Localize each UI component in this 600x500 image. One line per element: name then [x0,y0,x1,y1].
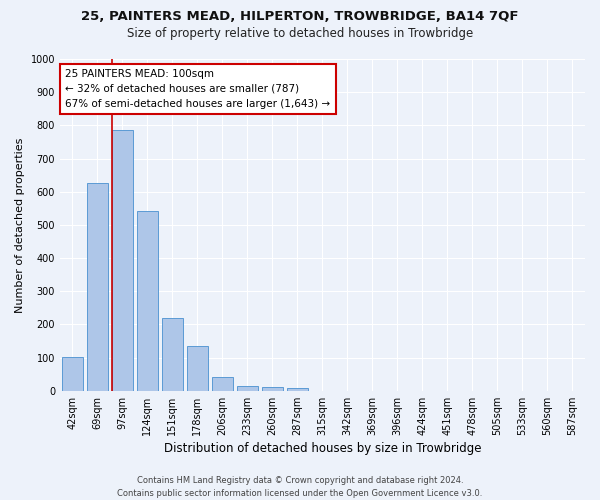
Bar [187,346,208,391]
X-axis label: Distribution of detached houses by size in Trowbridge: Distribution of detached houses by size … [164,442,481,455]
Bar [212,376,233,391]
Bar [137,212,158,391]
Bar [162,318,183,391]
Text: 25, PAINTERS MEAD, HILPERTON, TROWBRIDGE, BA14 7QF: 25, PAINTERS MEAD, HILPERTON, TROWBRIDGE… [81,10,519,23]
Bar [112,130,133,391]
Text: Size of property relative to detached houses in Trowbridge: Size of property relative to detached ho… [127,28,473,40]
Bar [237,386,258,391]
Bar [287,388,308,391]
Y-axis label: Number of detached properties: Number of detached properties [15,137,25,312]
Bar [87,184,108,391]
Bar [262,387,283,391]
Text: 25 PAINTERS MEAD: 100sqm
← 32% of detached houses are smaller (787)
67% of semi-: 25 PAINTERS MEAD: 100sqm ← 32% of detach… [65,69,330,108]
Text: Contains HM Land Registry data © Crown copyright and database right 2024.
Contai: Contains HM Land Registry data © Crown c… [118,476,482,498]
Bar [62,356,83,391]
